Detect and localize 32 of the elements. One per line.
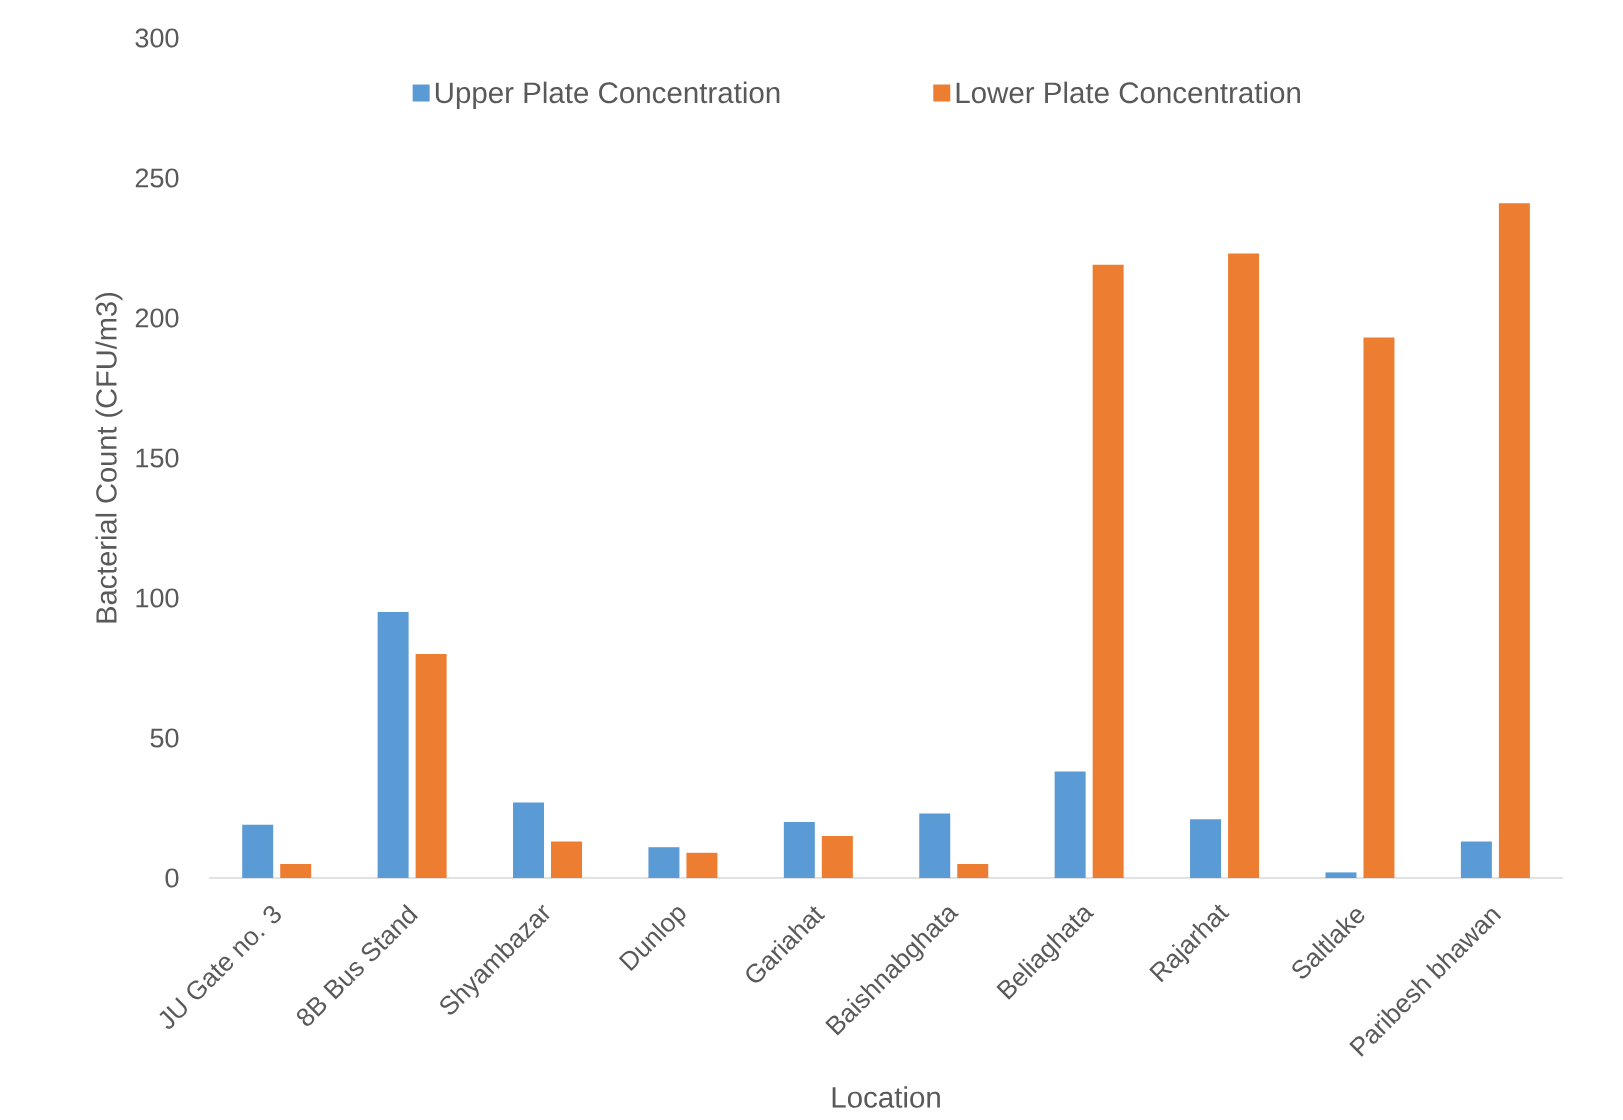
bar bbox=[686, 852, 718, 878]
bar bbox=[919, 813, 951, 878]
bar bbox=[1190, 819, 1222, 878]
bar bbox=[1363, 337, 1395, 878]
bar bbox=[415, 654, 447, 878]
bar bbox=[648, 847, 680, 878]
bar bbox=[783, 822, 815, 878]
bar bbox=[1460, 841, 1492, 878]
y-tick-label: 200 bbox=[135, 308, 179, 328]
y-axis-title: Bacterial Count (CFU/m3) bbox=[95, 293, 123, 623]
bar bbox=[1325, 872, 1357, 878]
bar bbox=[377, 612, 409, 878]
x-axis-title: Location bbox=[832, 1086, 940, 1108]
bar bbox=[1498, 203, 1530, 878]
bar bbox=[1054, 771, 1086, 878]
legend-label: Lower Plate Concentration bbox=[956, 81, 1300, 104]
y-tick-label: 50 bbox=[150, 728, 179, 748]
bar bbox=[242, 824, 274, 878]
bar bbox=[1092, 264, 1124, 878]
y-tick-label: 150 bbox=[136, 448, 179, 468]
y-tick-label: 0 bbox=[165, 868, 179, 888]
bar bbox=[957, 864, 989, 878]
y-tick-label: 300 bbox=[135, 28, 179, 48]
bar bbox=[821, 836, 853, 878]
legend-label: Upper Plate Concentration bbox=[435, 81, 780, 110]
bar bbox=[280, 864, 312, 878]
bar bbox=[551, 841, 583, 878]
y-tick-label: 250 bbox=[135, 168, 179, 188]
bar bbox=[513, 802, 545, 878]
y-tick-label: 100 bbox=[136, 588, 179, 608]
x-tick-label: JU Gate no. 3 bbox=[159, 906, 281, 1029]
bar bbox=[1228, 253, 1260, 878]
